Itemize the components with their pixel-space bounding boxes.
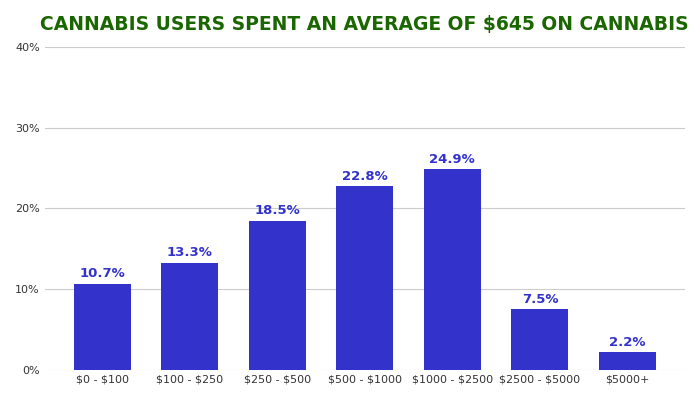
- Text: 2.2%: 2.2%: [609, 336, 645, 349]
- Text: 24.9%: 24.9%: [430, 152, 475, 166]
- Title: CANNABIS USERS SPENT AN AVERAGE OF \$645 ON CANNABIS: CANNABIS USERS SPENT AN AVERAGE OF \$645…: [41, 15, 689, 34]
- Text: 22.8%: 22.8%: [342, 170, 388, 182]
- Bar: [74, 284, 131, 370]
- Bar: [599, 352, 656, 370]
- Bar: [161, 262, 218, 370]
- Bar: [424, 169, 481, 370]
- Bar: [248, 220, 306, 370]
- Bar: [337, 186, 393, 370]
- Text: 10.7%: 10.7%: [79, 267, 125, 280]
- Text: 7.5%: 7.5%: [522, 293, 558, 306]
- Text: 18.5%: 18.5%: [254, 204, 300, 217]
- Bar: [512, 310, 568, 370]
- Text: 13.3%: 13.3%: [167, 246, 213, 259]
